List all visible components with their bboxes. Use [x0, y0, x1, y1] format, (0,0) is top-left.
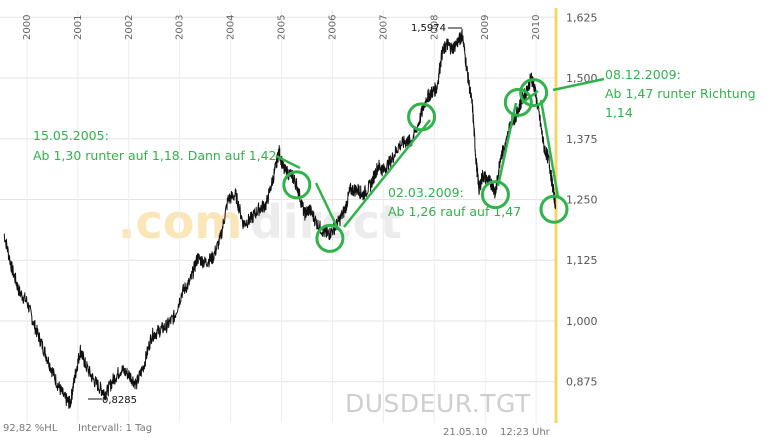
- high-marker: 1,5974: [411, 23, 462, 34]
- x-tick-label: 2008: [429, 15, 440, 40]
- annotation-2009: 02.03.2009: Ab 1,26 rauf auf 1,47: [388, 185, 521, 219]
- annotation-marker-circle: [539, 194, 569, 224]
- annotation-marker-circle: [519, 78, 549, 108]
- footer-time: 12:23 Uhr: [500, 427, 551, 437]
- annotation-2009-dec: 08.12.2009: Ab 1,47 runter Richtung 1,14: [605, 67, 756, 120]
- footer: 92,82 %HL Intervall: 1 Tag 21.05.10 12:2…: [3, 423, 551, 437]
- annotation-dec-line-2: Ab 1,47 runter Richtung: [605, 86, 756, 101]
- footer-interval: Intervall: 1 Tag: [78, 423, 152, 434]
- y-tick-label: 1,625: [566, 11, 598, 24]
- y-tick-label: 1,000: [566, 315, 598, 328]
- annotation-marker-circle: [503, 87, 533, 117]
- connector-2010-drop: [539, 99, 560, 198]
- connector-2009-rise-b: [521, 90, 539, 104]
- connector-2009-rise-a: [496, 102, 518, 187]
- x-tick-label: 2003: [175, 15, 186, 40]
- annotation-2005-line-1: 15.05.2005:: [33, 128, 109, 143]
- x-tick-label: 2006: [327, 15, 338, 40]
- y-tick-label: 1,375: [566, 133, 598, 146]
- horizontal-gridlines: [0, 16, 556, 383]
- x-tick-label: 2001: [73, 15, 84, 40]
- annotation-markers: [282, 78, 569, 253]
- connector-2005-drop: [314, 182, 340, 230]
- annotation-connectors: [275, 77, 605, 230]
- low-label: 0,8285: [102, 395, 137, 406]
- annotation-dec-line-1: 08.12.2009:: [605, 67, 681, 82]
- annotation-dec-line-3: 1,14: [605, 105, 633, 120]
- price-series-line: [3, 28, 556, 409]
- annotation-marker-circle: [480, 180, 510, 210]
- footer-hl: 92,82 %HL: [3, 423, 58, 434]
- x-tick-label: 2009: [480, 15, 491, 40]
- x-tick-label: 2002: [124, 15, 135, 40]
- x-axis-ticks: 2000 2001 2002 2003 2004 2005 2006 2007 2008 2009…: [22, 15, 542, 40]
- low-marker: 0,8285: [88, 395, 137, 406]
- x-tick-label: 2000: [22, 15, 33, 40]
- annotation-marker-circle: [315, 223, 345, 253]
- annotation-2009-line-2: Ab 1,26 rauf auf 1,47: [388, 204, 521, 219]
- annotation-2009-line-1: 02.03.2009:: [388, 185, 464, 200]
- y-tick-label: 0,875: [566, 376, 598, 389]
- annotation-2005-line-2: Ab 1,30 runter auf 1,18. Dann auf 1,42: [33, 148, 277, 163]
- x-tick-label: 2007: [378, 15, 389, 40]
- y-tick-label: 1,250: [566, 193, 598, 206]
- annotation-marker-circle: [282, 170, 312, 200]
- x-tick-label: 2004: [226, 15, 237, 40]
- connector-2009-label: [552, 77, 605, 92]
- connector-2006-rise: [343, 119, 431, 228]
- y-tick-label: 1,125: [566, 254, 598, 267]
- connector-2005-label: [275, 154, 301, 170]
- high-label: 1,5974: [411, 23, 446, 34]
- ticker-name: DUSDEUR.TGT: [345, 389, 531, 418]
- x-tick-label: 2005: [277, 15, 288, 40]
- footer-date: 21.05.10: [443, 427, 488, 437]
- x-tick-label: 2010: [531, 15, 542, 40]
- watermark: .com direct: [118, 195, 402, 249]
- annotation-2005: 15.05.2005: Ab 1,30 runter auf 1,18. Dan…: [33, 128, 277, 163]
